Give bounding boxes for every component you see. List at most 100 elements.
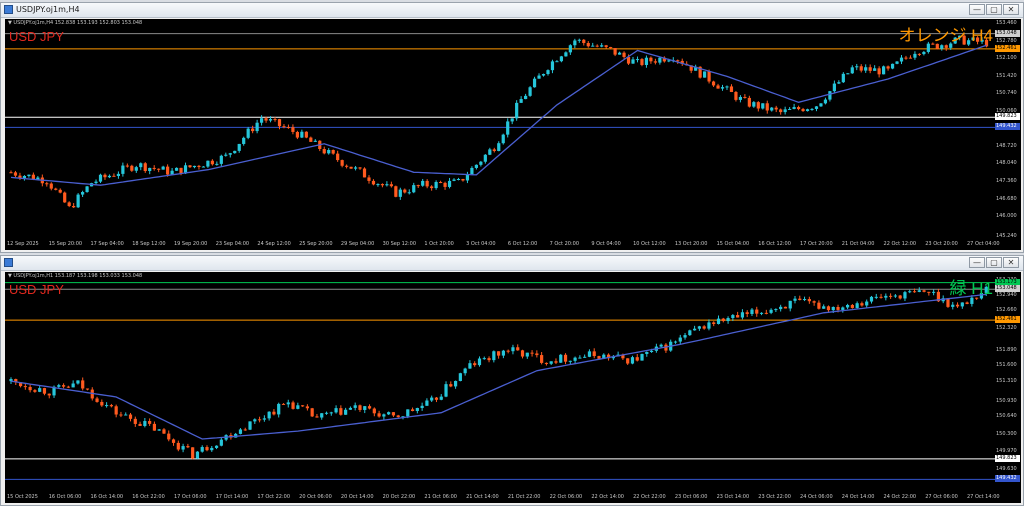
candle-body xyxy=(979,293,984,299)
price-chart-area[interactable]: ▼ USDJPY.oj1m,H1 153.187 153.198 153.033… xyxy=(5,272,995,493)
candle-body xyxy=(447,180,452,187)
candle-body xyxy=(805,109,810,112)
time-tick-label: 27 Oct 04:00 xyxy=(967,241,1000,247)
time-tick-label: 13 Oct 20:00 xyxy=(674,241,708,247)
candle-body xyxy=(121,165,125,174)
price-tick-label: 151.420 xyxy=(996,72,1017,79)
window-titlebar[interactable]: — ▢ ✕ xyxy=(1,256,1023,271)
price-tick-label: 150.300 xyxy=(996,430,1017,437)
candle-body xyxy=(195,451,200,459)
candle-body xyxy=(841,307,845,310)
candle-body xyxy=(653,61,657,63)
price-tick-label: 149.970 xyxy=(996,448,1017,455)
candle-body xyxy=(703,71,707,78)
candle-body xyxy=(716,318,721,324)
candle-body xyxy=(219,439,223,446)
price-scale[interactable]: 153.460 152.780 152.100 151.420 150.740 150.0… xyxy=(995,19,1021,240)
candle-body xyxy=(57,385,61,387)
candle-body xyxy=(71,383,75,388)
price-scale[interactable]: 153.230152.940152.660152.320151.890151.6… xyxy=(995,272,1021,493)
close-button[interactable]: ✕ xyxy=(1003,4,1019,15)
candle-body xyxy=(479,161,483,165)
candle-body xyxy=(112,175,116,177)
candle-body xyxy=(81,380,85,389)
candle-body xyxy=(586,43,590,47)
candle-body xyxy=(520,350,525,357)
candle-body xyxy=(740,312,745,318)
candle-body xyxy=(631,59,635,64)
candle-body xyxy=(541,74,546,76)
candle-body xyxy=(95,398,99,402)
candle-body xyxy=(201,166,206,168)
maximize-button[interactable]: ▢ xyxy=(986,257,1002,268)
candle-body xyxy=(611,356,615,359)
candle-body xyxy=(80,192,85,195)
candle-body xyxy=(9,379,13,382)
candle-body xyxy=(568,360,572,362)
candle-body xyxy=(960,302,964,307)
candle-body xyxy=(42,388,47,394)
candle-body xyxy=(72,205,76,208)
time-tick-label: 20 Oct 14:00 xyxy=(340,494,374,500)
candle-body xyxy=(770,107,774,111)
candle-body xyxy=(67,202,71,206)
candle-body xyxy=(124,414,128,416)
candle-body xyxy=(324,412,329,414)
minimize-button[interactable]: — xyxy=(969,257,985,268)
time-scale[interactable]: 15 Oct 2025 16 Oct 06:00 16 Oct 14:00 16 Oc… xyxy=(5,493,1021,503)
candle-body xyxy=(604,45,608,48)
candle-body xyxy=(506,121,510,135)
price-chart-area[interactable]: ▼ USDJPY.oj1m,H4 152.838 153.193 152.803… xyxy=(5,19,995,240)
price-tick-label: 152.320 xyxy=(996,324,1017,331)
candle-body xyxy=(893,295,897,297)
candle-body xyxy=(143,163,147,172)
chart-window-h1[interactable]: — ▢ ✕ ▼ USDJPY.oj1m,H1 153.187 153.198 1… xyxy=(0,255,1024,506)
candle-body xyxy=(465,174,470,181)
time-tick-label: 23 Oct 22:00 xyxy=(758,494,791,500)
annotation-label: オレンジ H4 xyxy=(898,26,993,45)
minimize-button[interactable]: — xyxy=(969,4,985,15)
maximize-button[interactable]: ▢ xyxy=(986,4,1002,15)
candle-body xyxy=(38,388,42,392)
price-tick-label: 146.000 xyxy=(996,213,1017,220)
candle-body xyxy=(908,57,913,59)
candle-body xyxy=(434,397,439,400)
candle-body xyxy=(658,57,662,63)
candle-body xyxy=(676,60,680,62)
candle-body xyxy=(387,412,391,415)
candle-body xyxy=(179,167,183,174)
time-tick-label: 16 Oct 12:00 xyxy=(758,241,791,247)
candle-body xyxy=(884,295,888,298)
candle-body xyxy=(591,45,595,47)
candle-body xyxy=(640,353,644,361)
candle-body xyxy=(215,163,219,165)
candle-body xyxy=(515,102,519,119)
time-scale[interactable]: 12 Sep 2025 15 Sep 20:00 17 Sep 04:00 18 Se… xyxy=(5,240,1021,250)
candle-body xyxy=(644,57,649,65)
candle-body xyxy=(309,137,313,142)
symbol-label: USD JPY xyxy=(9,29,64,44)
window-titlebar[interactable]: USDJPY.oj1m,H4 — ▢ ✕ xyxy=(1,3,1023,18)
chart-window-h4[interactable]: USDJPY.oj1m,H4 — ▢ ✕ ▼ USDJPY.oj1m,H4 15… xyxy=(0,2,1024,253)
candle-body xyxy=(251,128,255,132)
candle-body xyxy=(761,103,765,109)
window-title: USDJPY.oj1m,H4 xyxy=(16,5,80,14)
candle-body xyxy=(635,357,639,361)
candle-body xyxy=(130,165,134,171)
candle-body xyxy=(406,409,410,417)
candle-body xyxy=(793,298,797,301)
candle-body xyxy=(434,181,438,189)
candle-body xyxy=(300,131,304,138)
candlestick-chart[interactable] xyxy=(5,19,995,240)
price-tag: 153.173 xyxy=(995,278,1020,286)
symbol-info-line: ▼ USDJPY.oj1m,H4 152.838 153.193 152.803… xyxy=(8,20,143,26)
candle-body xyxy=(563,354,568,362)
candle-body xyxy=(828,91,832,100)
close-button[interactable]: ✕ xyxy=(1003,257,1019,268)
candle-body xyxy=(788,108,792,110)
candle-body xyxy=(626,56,631,64)
candle-body xyxy=(953,37,957,44)
candle-body xyxy=(483,154,487,162)
candlestick-chart[interactable] xyxy=(5,272,995,493)
candle-body xyxy=(831,306,835,311)
